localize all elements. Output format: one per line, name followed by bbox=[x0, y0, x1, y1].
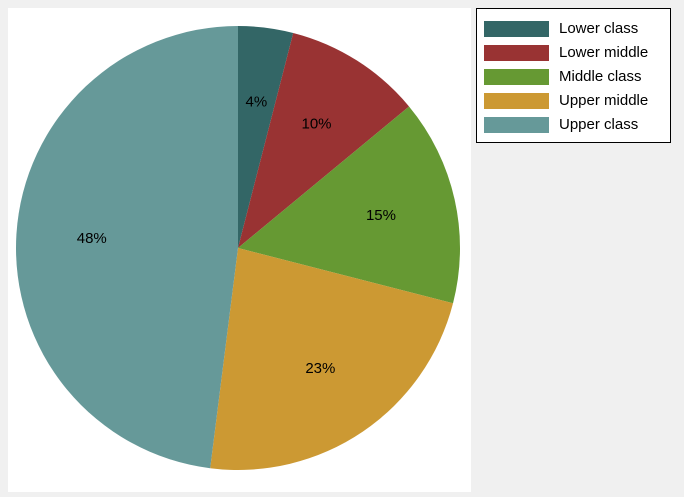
legend-label: Upper class bbox=[559, 116, 638, 133]
pie-slice bbox=[210, 248, 454, 470]
slice-label: 15% bbox=[366, 207, 396, 224]
slice-label: 23% bbox=[305, 360, 335, 377]
legend-label: Lower class bbox=[559, 20, 638, 37]
legend-swatch bbox=[484, 45, 549, 61]
pie-slice bbox=[238, 32, 410, 249]
pie-slice bbox=[238, 26, 294, 248]
slice-label: 4% bbox=[246, 94, 268, 111]
legend-swatch bbox=[484, 117, 549, 133]
legend-swatch bbox=[484, 69, 549, 85]
pie-slice bbox=[238, 106, 460, 304]
legend-label: Upper middle bbox=[559, 92, 648, 109]
slice-label: 10% bbox=[301, 115, 331, 132]
pie-slice bbox=[16, 26, 238, 469]
legend-swatch bbox=[484, 21, 549, 37]
legend-label: Lower middle bbox=[559, 44, 648, 61]
legend-label: Middle class bbox=[559, 68, 642, 85]
slice-label: 48% bbox=[77, 230, 107, 247]
legend-swatch bbox=[484, 93, 549, 109]
